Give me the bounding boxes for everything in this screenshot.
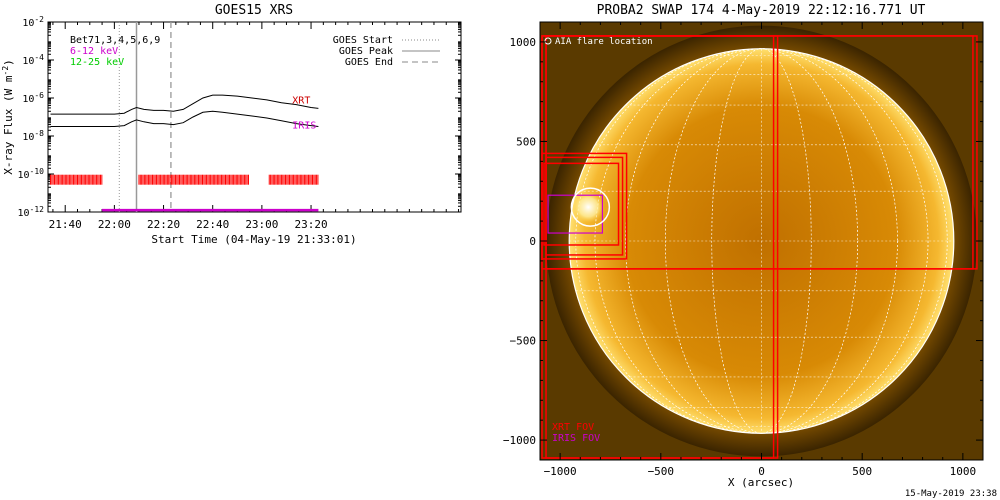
- x-tick-label: 22:20: [147, 218, 180, 231]
- longitude-line: [625, 48, 898, 434]
- x-tick-label: 22:00: [98, 218, 131, 231]
- swap-panel: PROBA2 SWAP 174 4-May-2019 22:12:16.771 …: [503, 3, 997, 499]
- xrt-fov-label: XRT FOV: [552, 422, 594, 433]
- instrument-label: IRIS: [292, 120, 316, 131]
- goes-title: GOES15 XRS: [215, 3, 293, 18]
- x-tick-label: 1000: [950, 465, 977, 478]
- y-tick-label: 10-4: [22, 53, 44, 67]
- goes-instrument-labels: XRT IRIS: [292, 96, 316, 132]
- goes-x-axis-label: Start Time (04-May-19 21:33:01): [151, 233, 356, 246]
- xrt-fov-rect: [543, 162, 620, 246]
- swap-x-axis-label: X (arcsec): [728, 476, 794, 489]
- legend-circle-icon: [544, 37, 552, 45]
- y-tick-label: −1000: [503, 434, 536, 447]
- goes-event-lines: [118, 22, 172, 212]
- goes-plot-frame: [47, 21, 462, 213]
- legend-right-item: GOES Start: [333, 35, 393, 46]
- goes-xrs-panel: GOES15 XRS X-ray Flux (W m-2) Start Time…: [1, 3, 462, 246]
- legend-left-item: Bet71,3,4,5,6,9: [70, 35, 160, 46]
- xrt-fov-rect: [545, 156, 624, 256]
- y-tick-label: −500: [510, 335, 537, 348]
- instrument-label: XRT: [292, 96, 310, 107]
- x-tick-label: 22:40: [196, 218, 229, 231]
- y-tick-label: 10-6: [22, 91, 44, 105]
- goes-x-ticks: 21:40 22:00 22:20 22:40 23:00 23:20: [49, 22, 460, 231]
- legend-left-item: 12-25 keV: [70, 57, 124, 68]
- x-tick-label: −500: [648, 465, 675, 478]
- flux-line-short: [50, 110, 319, 127]
- legend-left-item: 6-12 keV: [70, 46, 118, 57]
- xrt-fov-rect: [541, 152, 628, 260]
- flux-line-long: [50, 94, 319, 115]
- swap-title: PROBA2 SWAP 174 4-May-2019 22:12:16.771 …: [597, 3, 926, 18]
- x-tick-label: 23:00: [245, 218, 278, 231]
- x-tick-label: −1000: [544, 465, 577, 478]
- x-tick-label: 500: [852, 465, 872, 478]
- longitude-line: [711, 48, 812, 434]
- goes-y-ticks: 10-12 10-10 10-8 10-6 10-4 10-2: [18, 15, 461, 219]
- y-tick-label: 10-8: [22, 129, 44, 143]
- aia-flare-location-marker: [570, 187, 611, 227]
- legend-right-item: GOES Peak: [339, 46, 393, 57]
- y-tick-label: 10-10: [18, 167, 45, 181]
- fov-rectangles: [541, 35, 978, 459]
- y-tick-label: 500: [516, 135, 536, 148]
- longitude-line: [575, 48, 948, 434]
- aia-flare-location-label: AIA flare location: [555, 37, 653, 47]
- goes-series: [50, 94, 319, 127]
- y-tick-label: 10-12: [18, 205, 45, 219]
- goes-coverage: [49, 174, 319, 212]
- x-tick-label: 23:20: [294, 218, 327, 231]
- y-tick-label: 1000: [510, 36, 537, 49]
- longitude-line: [594, 48, 929, 434]
- iris-fov-label: IRIS FOV: [552, 433, 600, 444]
- heliographic-grid: [568, 48, 955, 434]
- y-tick-label: 0: [529, 235, 536, 248]
- x-tick-label: 0: [758, 465, 765, 478]
- y-tick-label: 10-2: [22, 15, 44, 29]
- footer-date: 15-May-2019 23:38: [905, 489, 997, 499]
- goes-y-axis-label: X-ray Flux (W m-2): [1, 59, 15, 175]
- legend-right-item: GOES End: [345, 57, 393, 68]
- flare-glow: [572, 191, 605, 224]
- swap-ticks: −1000 −500 0 500 1000 −1000 −500 0 500 1000: [503, 21, 984, 478]
- x-tick-label: 21:40: [49, 218, 82, 231]
